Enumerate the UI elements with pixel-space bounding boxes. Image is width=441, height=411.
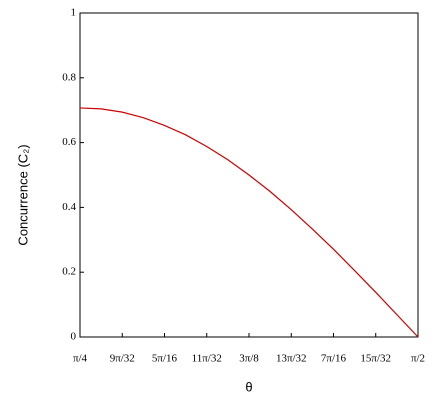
y-tick-label: 0 (71, 331, 77, 343)
x-tick-label: π/2 (411, 353, 425, 365)
y-tick-label: 0.8 (62, 71, 76, 83)
y-axis-label: Concurrence (C₂) (15, 144, 30, 245)
x-tick-label: 11π/32 (192, 353, 222, 365)
y-tick-label: 0.4 (62, 201, 76, 213)
x-tick-label: π/4 (73, 353, 88, 365)
x-axis-label: θ (245, 379, 252, 394)
y-tick-label: 1 (71, 7, 77, 19)
x-tick-label: 9π/32 (110, 353, 135, 365)
line-series (79, 107, 419, 338)
x-tick-label: 5π/16 (152, 353, 178, 365)
x-tick-label: 13π/32 (276, 353, 307, 365)
y-tick-label: 0.2 (62, 266, 76, 278)
x-tick-label: 3π/8 (239, 353, 259, 365)
x-tick-label: 7π/16 (321, 353, 347, 365)
y-tick-label: 0.6 (62, 136, 76, 148)
x-tick-label: 15π/32 (360, 353, 391, 365)
